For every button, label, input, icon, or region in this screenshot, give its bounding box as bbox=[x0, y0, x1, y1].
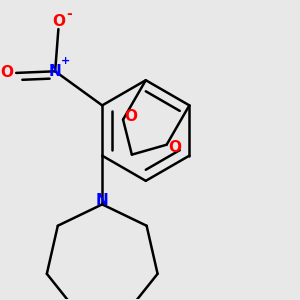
Text: O: O bbox=[52, 14, 65, 29]
Text: O: O bbox=[1, 65, 13, 80]
Text: +: + bbox=[61, 56, 70, 66]
Text: O: O bbox=[168, 140, 181, 155]
Text: N: N bbox=[96, 193, 109, 208]
Text: N: N bbox=[49, 64, 61, 79]
Text: -: - bbox=[66, 7, 72, 20]
Text: O: O bbox=[125, 110, 138, 124]
